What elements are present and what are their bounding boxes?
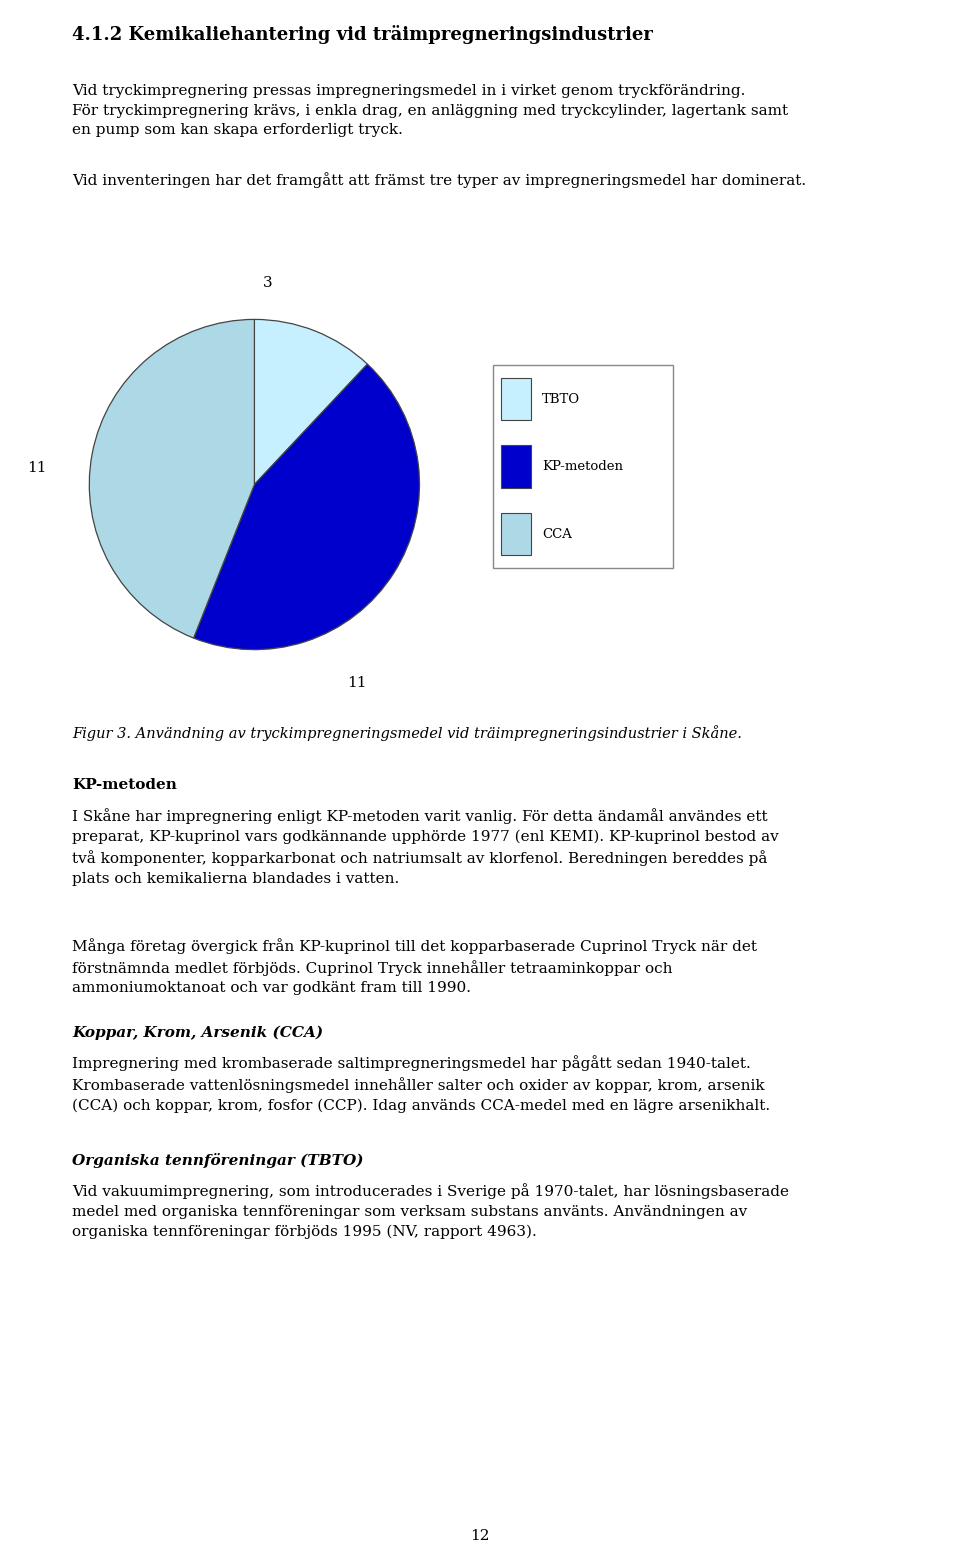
Text: CCA: CCA: [542, 528, 572, 541]
Text: TBTO: TBTO: [542, 392, 580, 405]
Wedge shape: [254, 319, 368, 485]
Text: Impregnering med krombaserade saltimpregneringsmedel har pågått sedan 1940-talet: Impregnering med krombaserade saltimpreg…: [72, 1055, 770, 1113]
Text: 3: 3: [263, 277, 273, 291]
Text: Figur 3. Användning av tryckimpregneringsmedel vid träimpregneringsindustrier i : Figur 3. Användning av tryckimpregnering…: [72, 725, 742, 741]
Text: 11: 11: [27, 461, 46, 475]
Text: I Skåne har impregnering enligt KP-metoden varit vanlig. För detta ändamål använ: I Skåne har impregnering enligt KP-metod…: [72, 808, 779, 886]
Text: Vid inventeringen har det framgått att främst tre typer av impregneringsmedel ha: Vid inventeringen har det framgått att f…: [72, 172, 806, 188]
Text: Vid vakuumimpregnering, som introducerades i Sverige på 1970-talet, har lösnings: Vid vakuumimpregnering, som introducerad…: [72, 1183, 789, 1238]
Text: Många företag övergick från KP-kuprinol till det kopparbaserade Cuprinol Tryck n: Många företag övergick från KP-kuprinol …: [72, 938, 757, 996]
FancyBboxPatch shape: [501, 445, 531, 488]
Text: KP-metoden: KP-metoden: [72, 778, 177, 792]
Text: Vid tryckimpregnering pressas impregneringsmedel in i virket genom tryckförändri: Vid tryckimpregnering pressas impregneri…: [72, 84, 788, 138]
Wedge shape: [89, 319, 254, 638]
Text: 11: 11: [347, 675, 367, 689]
Text: 12: 12: [470, 1529, 490, 1543]
Text: Koppar, Krom, Arsenik (CCA): Koppar, Krom, Arsenik (CCA): [72, 1025, 324, 1039]
Text: KP-metoden: KP-metoden: [542, 460, 623, 474]
Text: Organiska tennföreningar (TBTO): Organiska tennföreningar (TBTO): [72, 1153, 364, 1169]
FancyBboxPatch shape: [501, 378, 531, 420]
Text: 4.1.2 Kemikaliehantering vid träimpregneringsindustrier: 4.1.2 Kemikaliehantering vid träimpregne…: [72, 25, 653, 44]
Wedge shape: [194, 364, 420, 650]
FancyBboxPatch shape: [501, 513, 531, 555]
FancyBboxPatch shape: [493, 366, 673, 567]
